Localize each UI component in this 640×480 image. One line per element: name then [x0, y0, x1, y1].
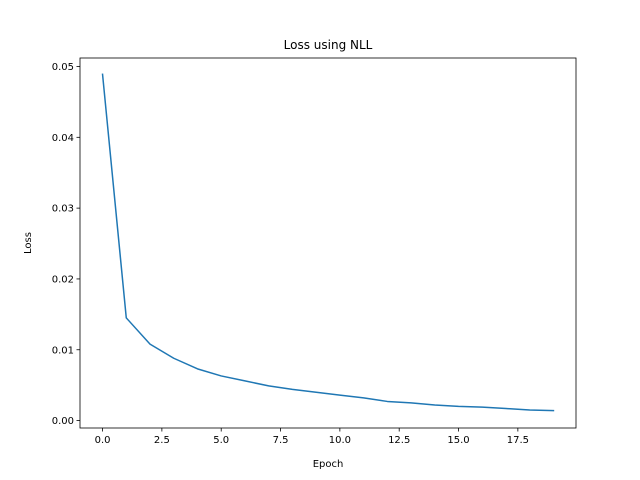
series-layer	[101, 73, 555, 412]
x-tick-label: 12.5	[388, 435, 410, 446]
y-axis-label: Loss	[23, 232, 34, 254]
y-tick-label: 0.01	[52, 345, 74, 356]
y-tick-label: 0.03	[52, 204, 74, 215]
y-tick-label: 0.00	[52, 416, 74, 427]
x-axis-ticks: 0.0 2.5 5.0 7.5 10.0 12.5 15.0 17.5	[95, 428, 529, 446]
x-tick-label: 5.0	[213, 435, 229, 446]
x-tick-label: 17.5	[507, 435, 529, 446]
plot-frame	[79, 57, 577, 429]
loss-line	[101, 73, 555, 412]
x-tick-label: 0.0	[95, 435, 111, 446]
x-tick-label: 2.5	[154, 435, 170, 446]
y-tick-label: 0.02	[52, 274, 74, 285]
y-tick-label: 0.05	[52, 62, 74, 73]
plot-area	[80, 58, 576, 428]
x-tick-label: 15.0	[447, 435, 469, 446]
x-axis-label: Epoch	[313, 459, 344, 470]
chart-title: Loss using NLL	[284, 38, 373, 52]
y-axis-ticks: 0.00 0.01 0.02 0.03 0.04 0.05	[52, 62, 80, 427]
x-tick-label: 7.5	[273, 435, 289, 446]
y-tick-label: 0.04	[52, 133, 74, 144]
x-tick-label: 10.0	[329, 435, 351, 446]
